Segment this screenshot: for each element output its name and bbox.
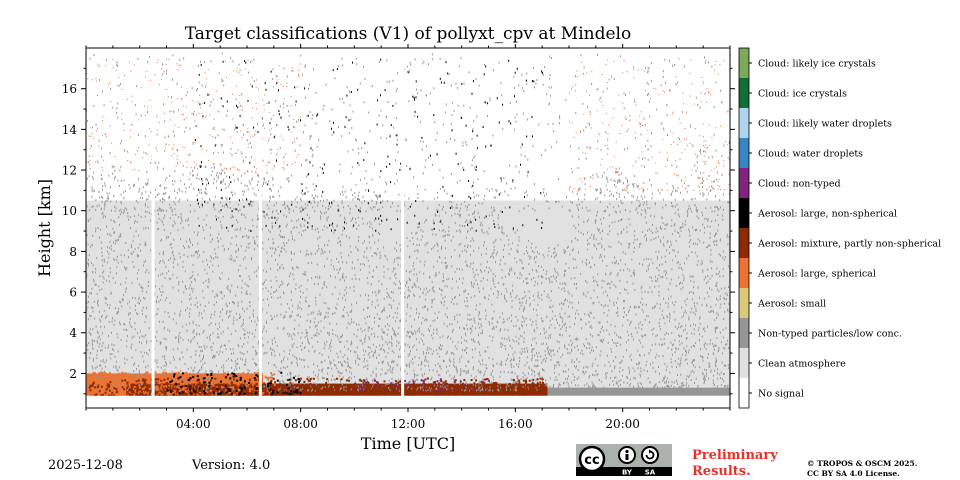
legend-swatch (739, 288, 749, 318)
copyright-note: © TROPOS & OSCM 2025. CC BY SA 4.0 Licen… (807, 459, 917, 479)
x-tick-label: 20:00 (605, 417, 640, 431)
share-alike-icon (641, 446, 659, 464)
speckle-cloud-non-typed (358, 378, 488, 392)
legend-label: Cloud: likely water droplets (758, 119, 892, 130)
y-tick-label: 10 (62, 204, 77, 218)
footer-version: Version: 4.0 (192, 458, 271, 473)
speckle-aerosol-mixture-partly-non-spherical (88, 377, 545, 398)
legend-swatch (739, 318, 749, 348)
legend-frame (738, 47, 750, 409)
legend-swatch (739, 378, 749, 408)
y-tick-label: 4 (69, 326, 77, 340)
cc-license-badge: cc BY SA (576, 444, 672, 476)
legend-swatch (739, 48, 749, 78)
legend-swatch (739, 168, 749, 198)
data-gap (258, 48, 262, 408)
speckle-non-typed-particles-low-conc- (86, 52, 731, 213)
speckle-aerosol-large-spherical (86, 371, 276, 396)
legend-label: Clean atmosphere (758, 359, 846, 370)
legend-label: No signal (758, 389, 804, 400)
y-tick-label: 16 (62, 82, 77, 96)
x-tick-label: 12:00 (391, 417, 426, 431)
x-axis-label: Time [UTC] (361, 434, 455, 453)
no-signal-band (86, 395, 730, 408)
y-tick-label: 14 (62, 123, 78, 137)
legend-label: Aerosol: small (757, 299, 826, 310)
legend-label: Aerosol: large, spherical (757, 269, 876, 280)
legend-label: Cloud: non-typed (758, 179, 841, 190)
legend-swatch (739, 198, 749, 228)
preliminary-note: Preliminary Results. (692, 448, 778, 480)
classification-field (86, 52, 731, 398)
y-axis-label: Height [km] (35, 179, 54, 277)
preliminary-line-2: Results. (692, 464, 751, 479)
x-tick-label: 04:00 (176, 417, 211, 431)
legend-swatch (739, 228, 749, 258)
legend-swatch (739, 108, 749, 138)
legend-label: Aerosol: large, non-spherical (757, 209, 897, 220)
preliminary-line-1: Preliminary (692, 448, 778, 463)
legend-label: Aerosol: mixture, partly non-spherical (757, 239, 941, 250)
legend-label: Non-typed particles/low conc. (758, 329, 902, 340)
data-gaps (86, 48, 730, 408)
data-gap (401, 48, 405, 408)
legend-swatch (739, 258, 749, 288)
copyright-line-1: © TROPOS & OSCM 2025. (807, 459, 918, 468)
cc-icon (578, 445, 606, 473)
y-tick-label: 8 (69, 245, 77, 259)
legend-swatch (739, 138, 749, 168)
copyright-line-2: CC BY SA 4.0 License. (807, 469, 900, 478)
y-tick-label: 12 (62, 164, 77, 178)
speckle-aerosol-large-non-spherical (166, 371, 302, 396)
speckle-non-typed-particles-low-conc- (86, 164, 731, 392)
by-text: BY (622, 469, 633, 477)
legend-swatch (739, 348, 749, 378)
legend-label: Cloud: water droplets (758, 149, 863, 160)
footer-date: 2025-12-08 (48, 458, 123, 473)
sa-text: SA (645, 469, 656, 477)
x-tick-label: 08:00 (283, 417, 318, 431)
data-gap (151, 48, 155, 408)
y-tick-label: 6 (69, 286, 77, 300)
y-tick-label: 2 (69, 367, 77, 381)
axis-ticks: 04:00 08:00 12:00 16:00 20:00 2 4 6 8 10 12 14 16 (62, 44, 735, 431)
legend-label: Cloud: ice crystals (758, 89, 847, 100)
cc-text: cc (584, 453, 599, 468)
x-tick-label: 16:00 (498, 417, 533, 431)
legend-label: Cloud: likely ice crystals (758, 59, 876, 70)
speckle-aerosol-large-spherical (569, 58, 730, 192)
class-legend: No signal Clean atmosphere Non-typed parti… (738, 47, 941, 409)
legend-swatch (739, 78, 749, 108)
chart-title: Target classifications (V1) of pollyxt_c… (184, 24, 632, 44)
